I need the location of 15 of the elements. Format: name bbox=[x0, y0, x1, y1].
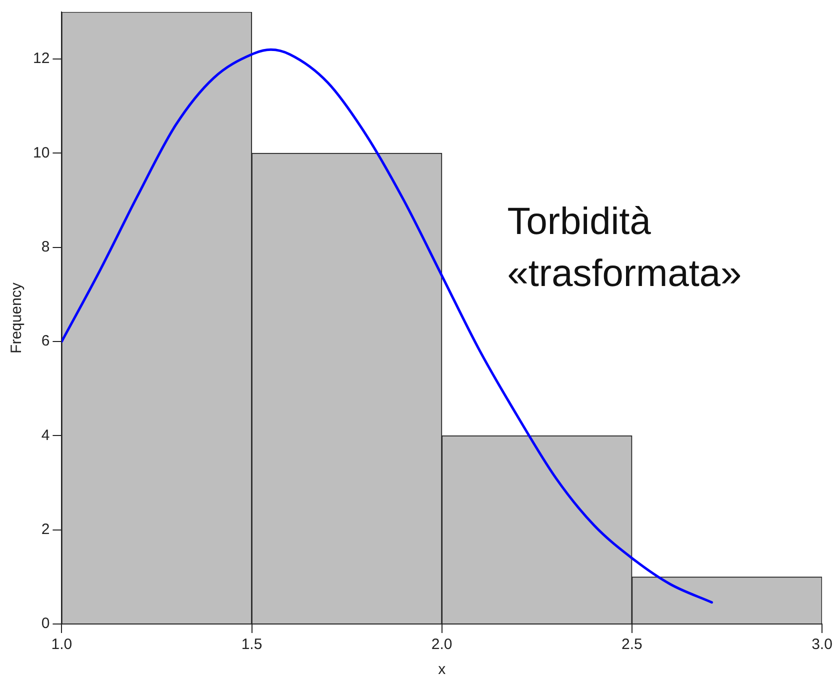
y-tick-label: 0 bbox=[41, 615, 50, 632]
x-tick-label: 1.5 bbox=[241, 636, 262, 654]
y-tick-label: 8 bbox=[41, 238, 50, 256]
y-tick-label: 2 bbox=[41, 520, 50, 538]
y-tick-label: 12 bbox=[32, 50, 50, 68]
x-tick-label: 2.5 bbox=[621, 636, 642, 654]
y-tick-label: 6 bbox=[41, 332, 50, 350]
x-axis-title: x bbox=[438, 661, 446, 678]
annotation: Torbidità «trasformata» bbox=[507, 201, 742, 295]
y-tick-label: 4 bbox=[41, 426, 50, 444]
x-tick-label: 3.0 bbox=[812, 636, 832, 654]
y-tick-label: 10 bbox=[32, 144, 50, 162]
x-tick-label: 2.0 bbox=[431, 636, 452, 654]
x-tick-label: 1.0 bbox=[51, 636, 72, 654]
y-axis-title: Frequency bbox=[8, 282, 26, 354]
